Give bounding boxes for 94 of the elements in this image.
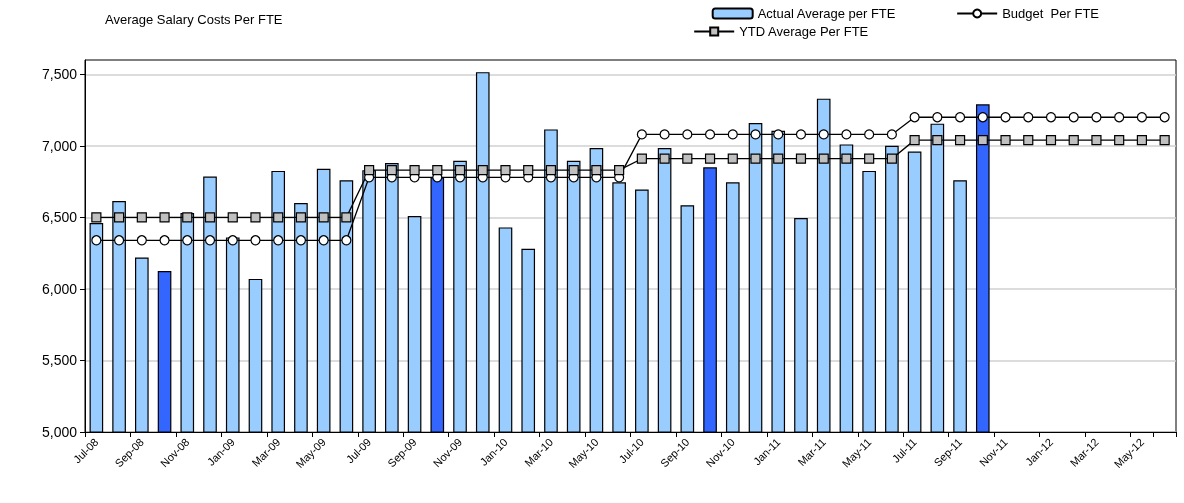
point bbox=[1114, 112, 1125, 123]
point bbox=[704, 129, 716, 140]
point bbox=[1045, 112, 1057, 123]
point bbox=[91, 235, 102, 246]
point bbox=[1023, 112, 1034, 123]
point bbox=[273, 235, 284, 246]
point bbox=[614, 165, 625, 176]
point bbox=[704, 153, 716, 164]
point bbox=[841, 129, 852, 140]
point bbox=[409, 165, 420, 176]
point bbox=[727, 129, 738, 140]
point bbox=[318, 212, 329, 223]
point bbox=[795, 129, 807, 140]
point bbox=[818, 153, 829, 164]
point bbox=[250, 235, 261, 246]
point bbox=[773, 129, 784, 140]
point bbox=[364, 165, 375, 176]
point bbox=[886, 153, 897, 164]
point bbox=[1091, 112, 1102, 123]
point bbox=[1068, 135, 1079, 146]
point bbox=[659, 153, 670, 164]
point bbox=[1045, 135, 1057, 146]
point bbox=[773, 153, 784, 164]
point bbox=[909, 135, 920, 146]
point bbox=[91, 212, 102, 223]
point bbox=[932, 112, 943, 123]
y-tick-label: 7,000 bbox=[41, 137, 78, 154]
point bbox=[182, 235, 193, 246]
point bbox=[591, 165, 602, 176]
point bbox=[341, 235, 352, 246]
point bbox=[750, 153, 761, 164]
point bbox=[682, 129, 693, 140]
point bbox=[273, 212, 284, 223]
point bbox=[182, 212, 193, 223]
y-tick-label: 6,000 bbox=[41, 280, 78, 297]
point bbox=[977, 112, 988, 123]
point bbox=[818, 129, 829, 140]
point bbox=[113, 212, 125, 223]
point bbox=[1159, 135, 1170, 146]
point bbox=[864, 153, 875, 164]
point bbox=[204, 212, 216, 223]
point bbox=[477, 165, 488, 176]
point bbox=[454, 165, 466, 176]
point bbox=[136, 235, 147, 246]
point bbox=[295, 235, 307, 246]
point bbox=[932, 135, 943, 146]
point bbox=[295, 212, 307, 223]
point bbox=[1159, 112, 1170, 123]
point bbox=[568, 165, 579, 176]
point bbox=[341, 212, 352, 223]
point bbox=[204, 235, 216, 246]
point bbox=[432, 165, 443, 176]
point bbox=[1000, 135, 1011, 146]
legend-label: Actual Average per FTE bbox=[757, 6, 896, 21]
point bbox=[159, 212, 170, 223]
point bbox=[545, 165, 557, 176]
legend-label: YTD Average Per FTE bbox=[739, 24, 869, 39]
point bbox=[954, 112, 966, 123]
point bbox=[386, 165, 397, 176]
y-tick-label: 5,000 bbox=[41, 424, 78, 440]
y-tick-label: 6,500 bbox=[41, 209, 78, 226]
point bbox=[954, 135, 966, 146]
point bbox=[636, 153, 647, 164]
point bbox=[864, 129, 875, 140]
point bbox=[886, 129, 897, 140]
y-tick-label: 5,500 bbox=[41, 352, 78, 369]
point bbox=[227, 212, 238, 223]
point bbox=[1068, 112, 1079, 123]
point bbox=[1136, 112, 1148, 123]
point bbox=[727, 153, 738, 164]
point bbox=[1000, 112, 1011, 123]
point bbox=[1023, 135, 1034, 146]
y-tick-label: 7,500 bbox=[41, 66, 78, 83]
point bbox=[500, 165, 511, 176]
point bbox=[523, 165, 534, 176]
point bbox=[250, 212, 261, 223]
chart-title: Average Salary Costs Per FTE bbox=[105, 12, 283, 27]
point bbox=[750, 129, 761, 140]
legend-label: Budget Per FTE bbox=[1002, 6, 1100, 21]
point bbox=[1091, 135, 1102, 146]
point bbox=[909, 112, 920, 123]
point bbox=[114, 235, 125, 246]
point bbox=[659, 129, 670, 140]
point bbox=[977, 135, 988, 146]
point bbox=[136, 212, 147, 223]
point bbox=[318, 235, 329, 246]
point bbox=[682, 153, 693, 164]
point bbox=[159, 235, 170, 246]
point bbox=[1136, 135, 1148, 146]
point bbox=[795, 153, 807, 164]
point bbox=[227, 235, 238, 246]
point bbox=[1114, 135, 1125, 146]
point bbox=[841, 153, 852, 164]
point bbox=[636, 129, 647, 140]
